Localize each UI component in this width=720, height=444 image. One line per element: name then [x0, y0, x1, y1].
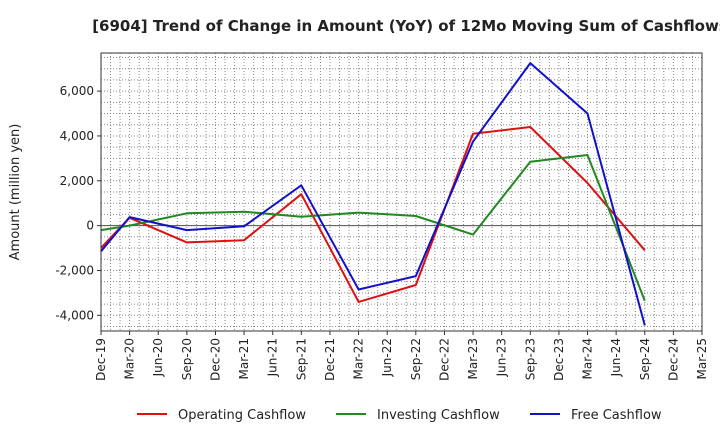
x-tick-label: Sep-23 [523, 338, 537, 380]
x-tick-label: Sep-22 [409, 338, 423, 380]
x-tick-label: Mar-20 [123, 338, 137, 379]
free-cashflow-line [100, 62, 646, 326]
y-tick-label: 4,000 [60, 129, 94, 143]
x-tick-label: Sep-21 [294, 338, 308, 380]
x-tick-label: Dec-21 [323, 338, 337, 381]
x-tick-label: Dec-19 [94, 338, 108, 381]
operating-cashflow-legend-label: Operating Cashflow [178, 408, 306, 423]
x-tick-label: Sep-20 [180, 338, 194, 380]
y-tick-label: 0 [86, 219, 94, 233]
x-tick-label: Dec-22 [437, 338, 451, 381]
investing-cashflow-legend-label: Investing Cashflow [377, 408, 500, 423]
x-axis-ticks: Dec-19 Mar-20 Jun-20 Sep-20 Dec-20 Mar-21 Jun-… [94, 331, 709, 381]
x-tick-label: Jun-23 [495, 338, 509, 377]
investing-cashflow-line [100, 154, 646, 302]
plot-frame [100, 52, 703, 332]
x-tick-label: Mar-24 [581, 338, 595, 379]
x-tick-label: Dec-20 [208, 338, 222, 381]
operating-cashflow-line [100, 126, 646, 303]
y-tick-label: 2,000 [60, 174, 94, 188]
x-tick-label: Jun-21 [266, 338, 280, 377]
x-tick-label: Mar-25 [695, 338, 709, 379]
free-cashflow-legend-label: Free Cashflow [571, 408, 662, 423]
series-lines [100, 62, 646, 326]
x-tick-label: Jun-22 [380, 338, 394, 377]
x-tick-label: Jun-20 [151, 338, 165, 377]
x-tick-label: Dec-23 [552, 338, 566, 381]
y-tick-label: -2,000 [55, 263, 94, 277]
x-tick-label: Mar-23 [466, 338, 480, 379]
chart-title: [6904] Trend of Change in Amount (YoY) o… [92, 17, 720, 35]
y-tick-label: 6,000 [60, 84, 94, 98]
plot-border [100, 52, 703, 332]
x-tick-label: Jun-24 [609, 338, 623, 377]
y-axis-label: Amount (million yen) [8, 124, 23, 261]
horizontal-gridlines [101, 56, 702, 328]
y-tick-label: -4,000 [55, 308, 94, 322]
x-tick-label: Mar-21 [237, 338, 251, 379]
legend: Operating Cashflow Investing Cashflow Free… [137, 408, 662, 423]
x-tick-label: Sep-24 [638, 338, 652, 380]
y-axis-ticks: -4,000 -2,000 0 2,000 4,000 6,000 [55, 84, 101, 322]
x-tick-label: Mar-22 [352, 338, 366, 379]
x-tick-label: Dec-24 [666, 338, 680, 381]
